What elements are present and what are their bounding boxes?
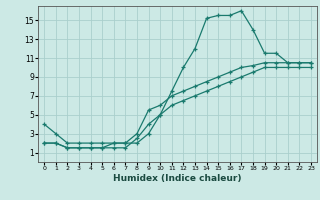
X-axis label: Humidex (Indice chaleur): Humidex (Indice chaleur): [113, 174, 242, 183]
